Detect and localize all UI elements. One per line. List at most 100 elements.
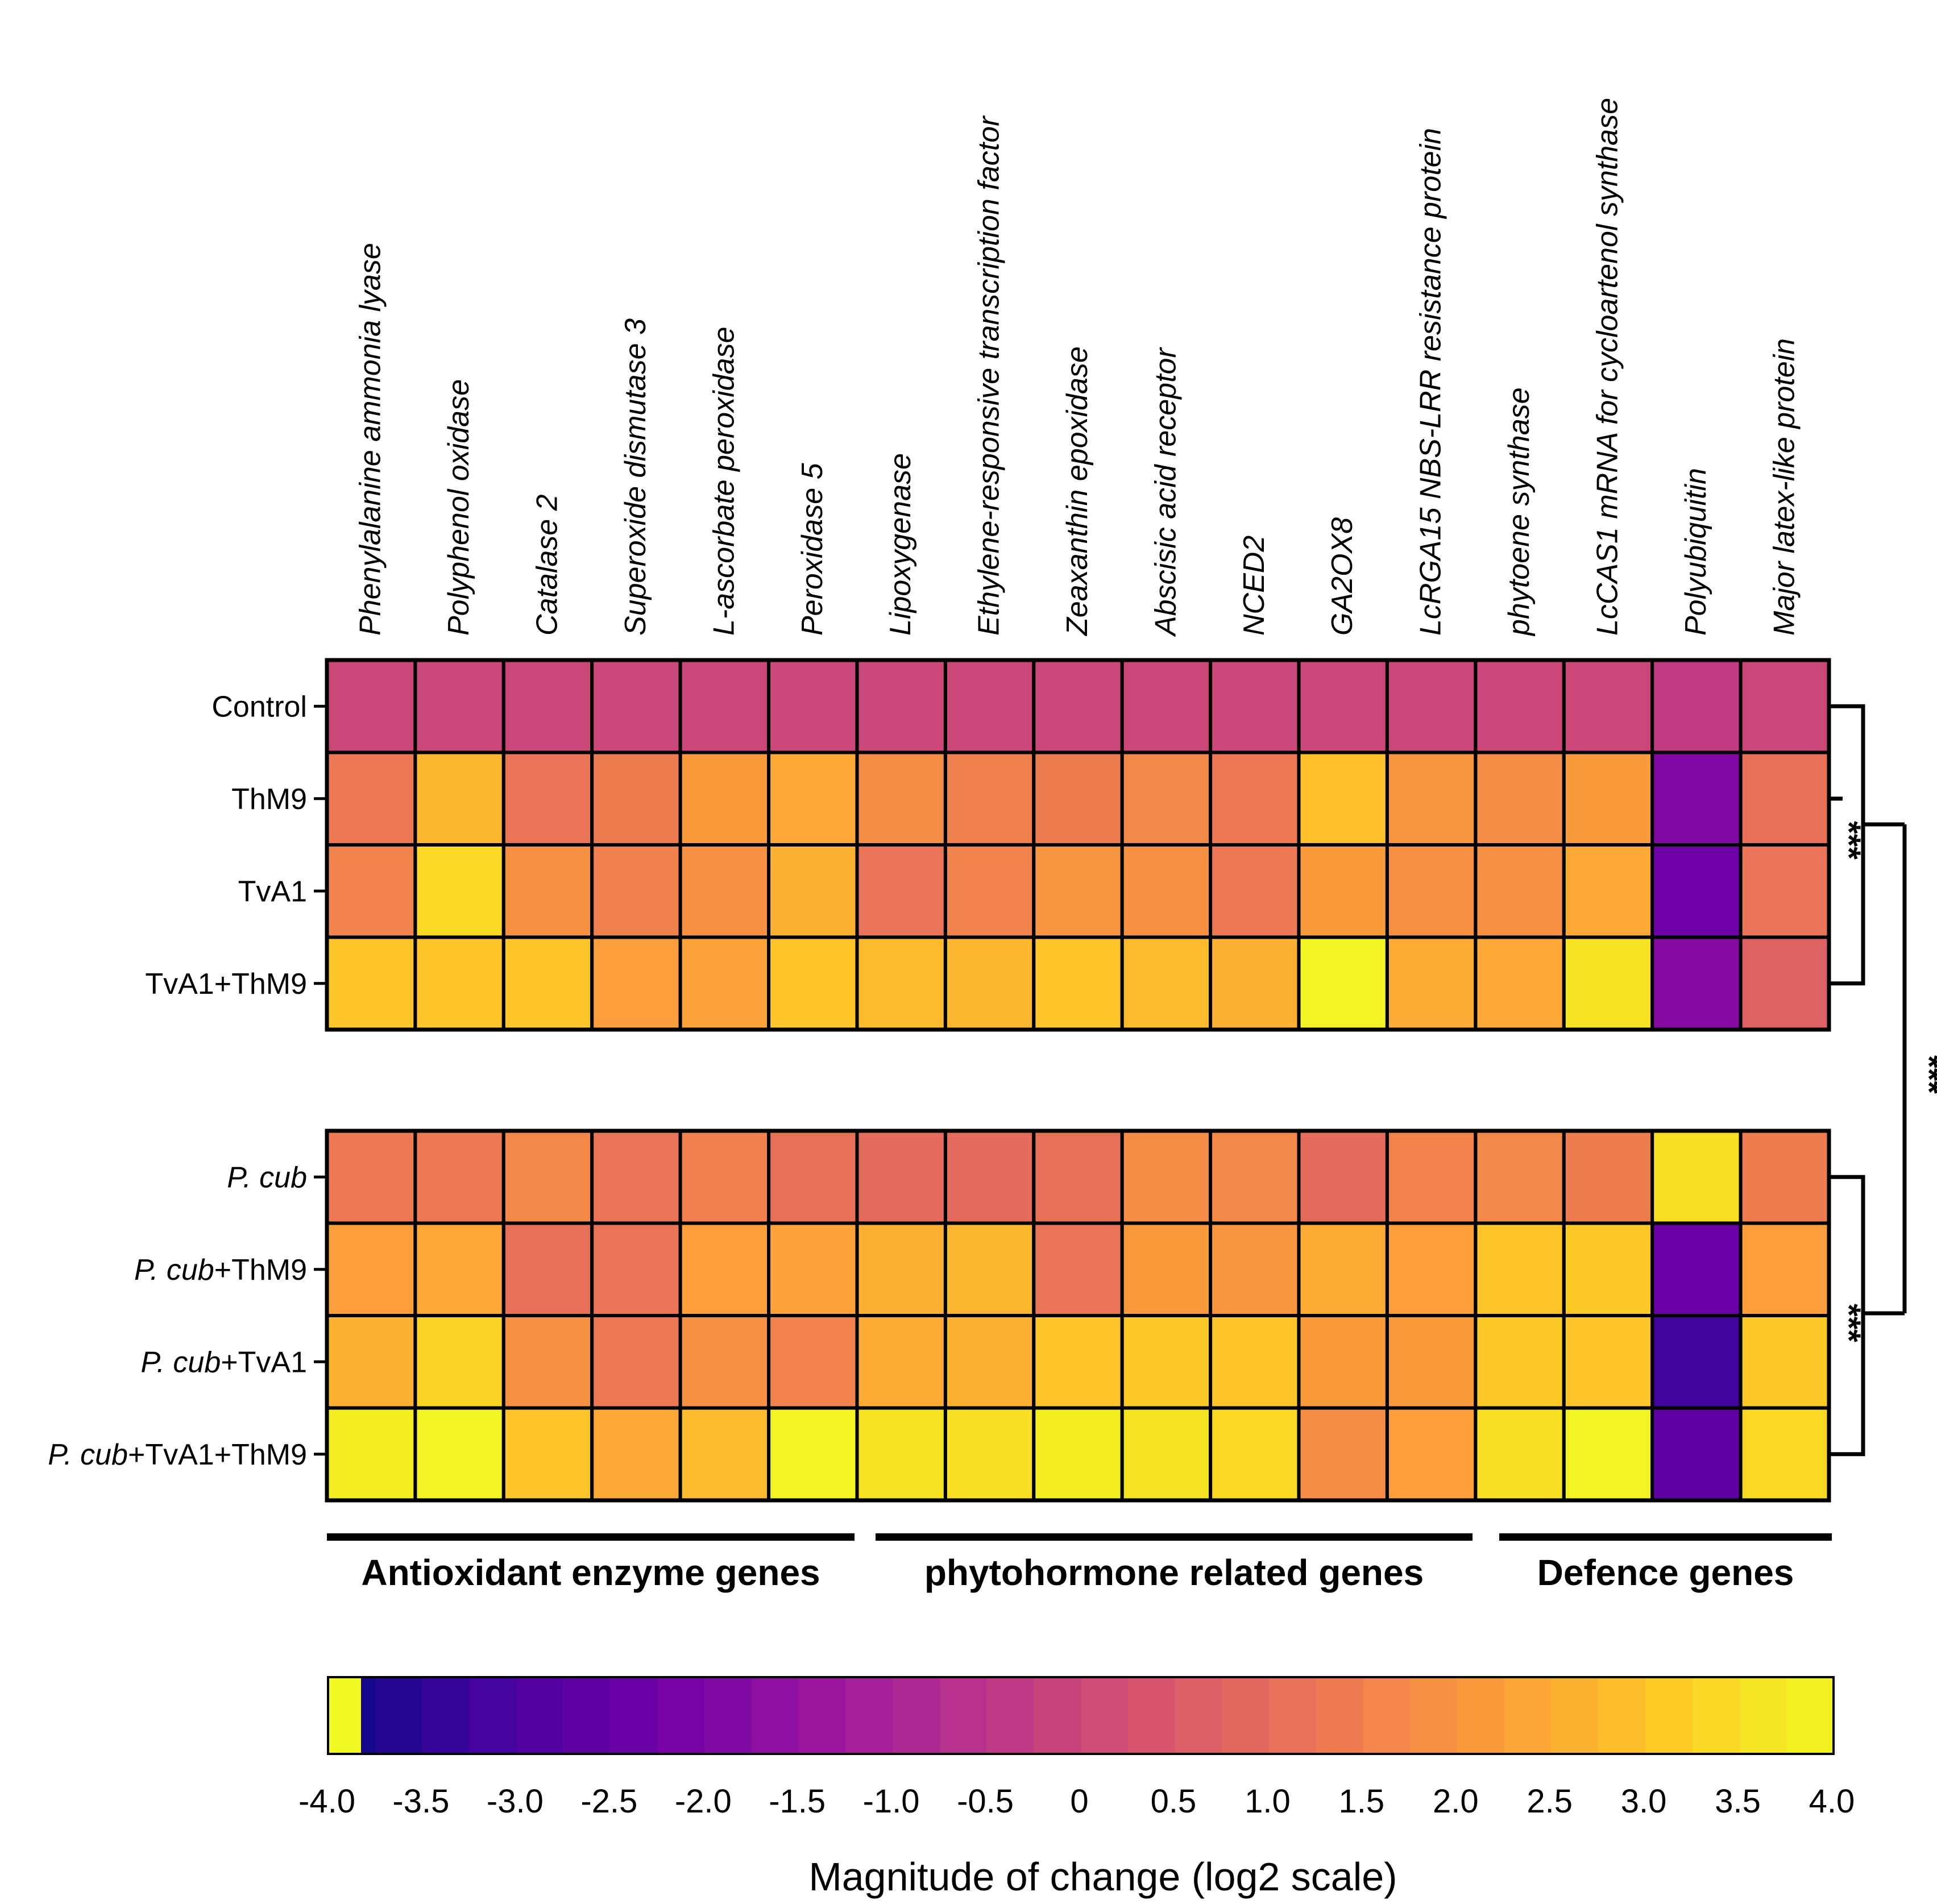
significance-mark: ***: [1910, 1055, 1937, 1094]
heatmap-cell: [1385, 658, 1478, 754]
heatmap-cell: [943, 935, 1036, 1031]
heatmap-cell: [1739, 1221, 1831, 1317]
colorbar-tick-label: 2.5: [1527, 1783, 1573, 1820]
colorbar-cap: [328, 1677, 361, 1754]
dendrogram-line: [1829, 704, 1865, 986]
heatmap-cell: [855, 1221, 947, 1317]
significance-mark: ***: [1830, 821, 1867, 860]
heatmap-cell: [501, 658, 594, 754]
heatmap-cell: [413, 1314, 505, 1410]
heatmap-cell: [1562, 843, 1654, 939]
colorbar-segment: [1504, 1677, 1552, 1754]
heatmap-cell: [1650, 1221, 1743, 1317]
gene-label: Polyubiquitin: [1679, 468, 1712, 636]
heatmap-cell: [678, 843, 770, 939]
heatmap-cell: [590, 1406, 682, 1502]
colorbar-segment: [751, 1677, 799, 1754]
heatmap-cell: [1562, 750, 1654, 847]
gene-label: L-ascorbate peroxidase: [707, 327, 740, 636]
heatmap-cell: [767, 1129, 859, 1225]
row-label: Control: [211, 690, 307, 723]
heatmap-cell: [1474, 658, 1566, 754]
row-label: P. cub+TvA1+ThM9: [48, 1438, 307, 1471]
heatmap-cell: [413, 750, 505, 847]
heatmap-cell: [1474, 1129, 1566, 1225]
heatmap-cell: [1032, 1406, 1124, 1502]
colorbar-border: [327, 1676, 1835, 1755]
colorbar-segment: [1739, 1677, 1787, 1754]
heatmap-cell: [678, 750, 770, 847]
heatmap-cell: [413, 1129, 505, 1225]
heatmap-cell: [1032, 658, 1124, 754]
heatmap-cells: [325, 658, 1831, 1503]
heatmap-cell: [1120, 1129, 1213, 1225]
heatmap-cell: [1297, 1129, 1389, 1225]
colorbar-tick-label: 0.5: [1151, 1783, 1197, 1820]
heatmap-cell: [1297, 1406, 1389, 1502]
heatmap-cell: [943, 1221, 1036, 1317]
heatmap-cell: [1650, 1406, 1743, 1502]
heatmap-cell: [943, 1129, 1036, 1225]
gene-label: Phenylalanine ammonia lyase: [354, 243, 387, 636]
significance-mark: ***: [1830, 1304, 1867, 1342]
heatmap-cell: [1297, 935, 1389, 1031]
row-label: P. cub+TvA1: [141, 1346, 307, 1379]
heatmap-cell: [413, 658, 505, 754]
heatmap-cell: [1474, 750, 1566, 847]
colorbar-tick-label: -4.0: [298, 1783, 355, 1820]
heatmap-cell: [501, 1129, 594, 1225]
heatmap-cell: [1209, 750, 1301, 847]
heatmap-cell: [590, 843, 682, 939]
colorbar-tick-label: 2.0: [1433, 1783, 1479, 1820]
heatmap-cell: [943, 1406, 1036, 1502]
gene-label: Lipoxygenase: [884, 453, 917, 636]
heatmap-cell: [678, 1129, 770, 1225]
colorbar-tick-label: 3.5: [1715, 1783, 1761, 1820]
colorbar-segment: [1127, 1677, 1176, 1754]
row-label: P. cub: [227, 1161, 307, 1194]
heatmap-cell: [678, 935, 770, 1031]
heatmap-cell: [678, 1406, 770, 1502]
heatmap-cell: [767, 658, 859, 754]
heatmap-cell: [1650, 658, 1743, 754]
gene-group-bar: [876, 1533, 1473, 1541]
colorbar-segment: [469, 1677, 517, 1754]
heatmap-cell: [855, 935, 947, 1031]
heatmap-cell: [943, 658, 1036, 754]
colorbar-segment: [1363, 1677, 1411, 1754]
colorbar-segment: [610, 1677, 658, 1754]
colorbar: -4.0 -3.5 -3.0 -2.5 -2.0 -1.5 -1.0 -0.5 0 0.5 1.0 1…: [298, 1676, 1855, 1899]
heatmap-cell: [1032, 935, 1124, 1031]
colorbar-segment: [1081, 1677, 1129, 1754]
heatmap-cell: [1562, 1314, 1654, 1410]
heatmap-cell: [1650, 750, 1743, 847]
gene-label: Catalase 2: [531, 494, 564, 636]
colorbar-tick-label: -0.5: [957, 1783, 1014, 1820]
heatmap-cell: [767, 935, 859, 1031]
heatmap-cell: [590, 935, 682, 1031]
heatmap-cell: [1562, 658, 1654, 754]
heatmap-cell: [1385, 935, 1478, 1031]
heatmap-cell: [1209, 1129, 1301, 1225]
colorbar-segment: [516, 1677, 564, 1754]
heatmap-cell: [1385, 843, 1478, 939]
colorbar-tick-label: 1.5: [1338, 1783, 1384, 1820]
heatmap-cell: [1650, 935, 1743, 1031]
heatmap-cell: [325, 935, 417, 1031]
gene-group-bar: [1499, 1533, 1832, 1541]
colorbar-tick-label: 4.0: [1809, 1783, 1855, 1820]
colorbar-segment: [1786, 1677, 1834, 1754]
colorbar-segment: [1598, 1677, 1646, 1754]
heatmap-cell: [1032, 750, 1124, 847]
colorbar-tick-label: -2.0: [675, 1783, 732, 1820]
gene-label: Polyphenol oxidase: [442, 379, 475, 636]
heatmap-cell: [1209, 1221, 1301, 1317]
colorbar-segment: [704, 1677, 752, 1754]
dendrogram-line: [1829, 1175, 1865, 1457]
colorbar-segment: [1410, 1677, 1458, 1754]
heatmap-cell: [501, 935, 594, 1031]
colorbar-segment: [657, 1677, 705, 1754]
heatmap-cell: [413, 1221, 505, 1317]
gene-label: LcCAS1 mRNA for cycloartenol synthase: [1591, 98, 1624, 636]
gene-group-annotations: Antioxidant enzyme genes phytohormone rel…: [327, 1533, 1832, 1593]
